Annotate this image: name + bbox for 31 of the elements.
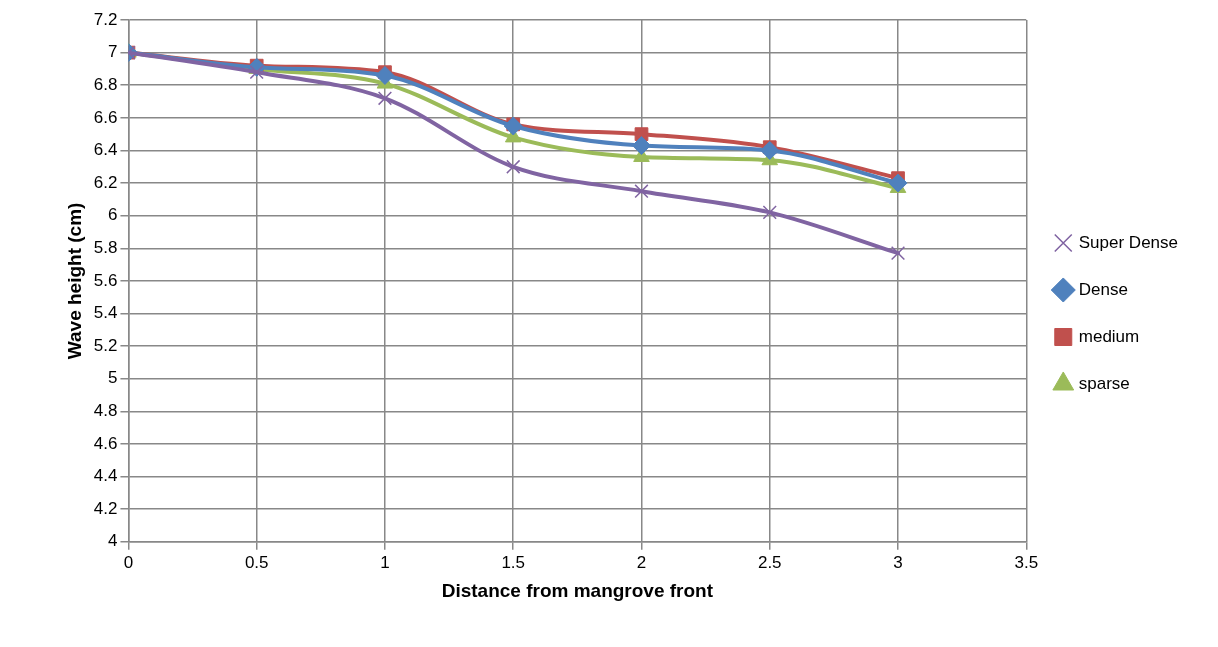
x-tick-label: 3	[893, 552, 903, 572]
y-tick-label: 5.6	[93, 270, 118, 290]
y-tick-label: 4.8	[93, 401, 118, 421]
y-tick-label: 5.4	[93, 303, 118, 323]
x-axis-title: Distance from mangrove front	[441, 579, 714, 601]
legend-label: sparse	[1078, 373, 1130, 393]
y-tick-label: 4.4	[93, 466, 118, 486]
x-tick-label: 0	[123, 552, 134, 572]
x-tick-label: 1.5	[501, 552, 526, 572]
x-tick-label: 2	[636, 552, 647, 572]
y-tick-label: 6	[107, 205, 118, 225]
y-tick-label: 6.6	[93, 107, 118, 127]
legend-label: Super Dense	[1078, 232, 1179, 252]
y-tick-label: 7	[107, 42, 118, 62]
y-tick-label: 6.8	[93, 74, 118, 94]
legend-label: medium	[1078, 326, 1140, 346]
y-tick-label: 4.6	[93, 433, 118, 453]
y-tick-label: 4.2	[93, 498, 118, 518]
y-tick-label: 7.2	[93, 9, 118, 29]
y-tick-label: 6.2	[93, 172, 118, 192]
x-tick-label: 1	[380, 552, 390, 572]
y-axis-title: Wave height (cm)	[63, 202, 85, 360]
y-tick-label: 5	[107, 368, 118, 388]
legend-label: Dense	[1078, 279, 1128, 299]
y-tick-label: 5.8	[93, 237, 118, 257]
x-tick-label: 0.5	[244, 552, 269, 572]
x-tick-label: 3.5	[1014, 552, 1039, 572]
x-tick-label: 2.5	[757, 552, 782, 572]
y-tick-label: 6.4	[93, 140, 118, 160]
y-tick-label: 4	[107, 531, 118, 551]
y-tick-label: 5.2	[93, 335, 118, 355]
